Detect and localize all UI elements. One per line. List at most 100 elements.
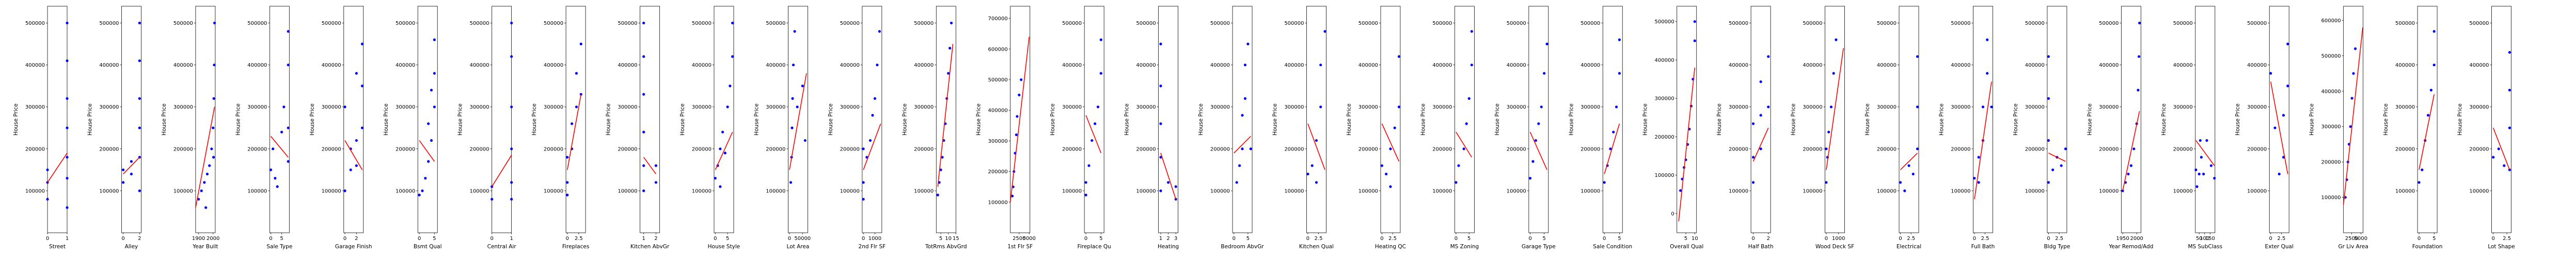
- x-axis-label: Overall Qual: [1670, 244, 1703, 250]
- y-tick-label: 100000: [766, 188, 785, 194]
- panel-21: 100000 200000 300000 400000 500000 0 5 Garage T…: [1494, 6, 1556, 250]
- x-tick-label: 0: [1380, 236, 1383, 242]
- data-point: [355, 139, 358, 142]
- data-point: [1767, 106, 1770, 109]
- data-point: [1020, 78, 1023, 81]
- y-tick-label: 300000: [840, 104, 860, 110]
- y-tick-label: 300000: [25, 104, 45, 110]
- y-tick-label: 500000: [1803, 21, 1822, 26]
- x-tick-label: 5: [726, 236, 729, 242]
- panel-9: 100000 200000 300000 400000 500000 1 2 Kitchen …: [606, 6, 670, 250]
- y-tick-label: 100000: [914, 188, 934, 194]
- data-point: [510, 181, 513, 184]
- panel-18: 100000 200000 300000 400000 500000 0 2.5 Kitche…: [1272, 6, 1334, 250]
- y-tick-label: 100000: [2321, 195, 2341, 201]
- data-point: [287, 30, 290, 33]
- x-tick-label: 0: [418, 236, 421, 242]
- y-axis-label: House Price: [753, 103, 760, 136]
- data-point: [1385, 172, 1388, 176]
- data-point: [355, 72, 358, 75]
- x-tick-label: 5: [939, 236, 942, 242]
- axes-frame: [47, 6, 68, 233]
- y-tick-label: 300000: [1655, 96, 1674, 102]
- regression-line: [123, 157, 140, 175]
- y-tick-label: 200000: [914, 146, 934, 152]
- data-point: [2137, 55, 2141, 58]
- x-tick-label: 0: [269, 236, 272, 242]
- data-point: [1693, 20, 1696, 23]
- x-tick-label: 0: [1973, 236, 1976, 242]
- y-tick-label: 500000: [2099, 21, 2119, 26]
- x-tick-label: 5: [1618, 236, 1621, 242]
- regression-line: [195, 107, 215, 208]
- y-tick-label: 500000: [2173, 21, 2193, 26]
- data-point: [1238, 164, 1241, 167]
- axes-frame: [343, 6, 364, 233]
- data-point: [801, 84, 804, 87]
- data-point: [1829, 106, 1833, 109]
- data-point: [2213, 176, 2216, 180]
- data-point: [197, 198, 200, 201]
- y-tick-label: 400000: [1136, 63, 1156, 68]
- data-point: [1389, 147, 1392, 151]
- data-point: [213, 21, 216, 25]
- y-tick-label: 100000: [396, 188, 415, 194]
- data-point: [1832, 72, 1835, 75]
- x-tick-label: 5: [280, 236, 283, 242]
- data-point: [2137, 88, 2140, 92]
- data-point: [2354, 47, 2357, 50]
- x-tick-label: 0: [1232, 236, 1236, 242]
- x-tick-label: 2.5: [2277, 236, 2285, 242]
- data-point: [719, 185, 722, 188]
- data-point: [2138, 21, 2141, 25]
- data-point: [729, 84, 732, 87]
- data-point: [1323, 30, 1326, 33]
- panel-33: 100000 200000 300000 400000 500000 0 5 Foundati…: [2383, 6, 2442, 250]
- y-tick-label: 400000: [396, 63, 415, 68]
- y-axis-label: House Price: [679, 103, 686, 136]
- x-axis-label: Year Built: [192, 244, 218, 250]
- data-point: [66, 21, 69, 25]
- data-point: [2508, 51, 2511, 54]
- y-tick-label: 400000: [1877, 63, 1897, 68]
- data-point: [1246, 42, 1250, 46]
- data-point: [1759, 80, 1762, 83]
- data-point: [1986, 38, 1989, 41]
- y-tick-label: 200000: [247, 146, 267, 152]
- data-point: [510, 147, 513, 151]
- x-tick-label: 2: [1166, 236, 1170, 242]
- data-point: [2421, 168, 2424, 171]
- axes-frame: [936, 6, 956, 233]
- y-tick-label: 300000: [2247, 104, 2267, 110]
- panel-17: 100000 200000 300000 400000 500000 0 5 Bedroom …: [1198, 6, 1264, 250]
- panel-32: 100000 200000 300000 400000 500000 600000 2500…: [2309, 6, 2368, 250]
- y-tick-label: 300000: [322, 104, 341, 110]
- y-tick-label: 200000: [2321, 160, 2341, 166]
- data-point: [793, 30, 796, 33]
- y-tick-label: 500000: [914, 21, 934, 26]
- data-point: [1751, 156, 1755, 159]
- data-point: [862, 198, 865, 201]
- y-tick-label: 400000: [1062, 63, 1082, 68]
- x-tick-label: 2.5: [1981, 236, 1989, 242]
- panel-20: 100000 200000 300000 400000 500000 0 5 MS Zonin…: [1420, 6, 1479, 250]
- data-point: [510, 106, 513, 109]
- x-tick-label: 2500: [1013, 236, 1025, 242]
- data-point: [2202, 172, 2205, 176]
- y-tick-label: 300000: [247, 104, 267, 110]
- regression-line: [1752, 127, 1769, 162]
- axes-frame: [640, 6, 660, 233]
- data-point: [1973, 176, 1976, 180]
- x-axis-label: Garage Finish: [335, 244, 372, 250]
- x-tick-label: 2: [355, 236, 358, 242]
- y-tick-label: 100000: [1581, 188, 1600, 194]
- y-tick-label: 100000: [1729, 188, 1748, 194]
- regression-line: [270, 136, 289, 158]
- x-tick-label: 2: [1767, 236, 1770, 242]
- regression-line: [715, 132, 733, 170]
- panel-13: 100000 200000 300000 400000 500000 5 10 15 TotRm…: [902, 6, 967, 250]
- y-tick-label: 200000: [469, 146, 489, 152]
- data-point: [2198, 172, 2201, 176]
- data-point: [287, 160, 290, 163]
- x-axis-label: Year Remod/Add: [2108, 244, 2153, 250]
